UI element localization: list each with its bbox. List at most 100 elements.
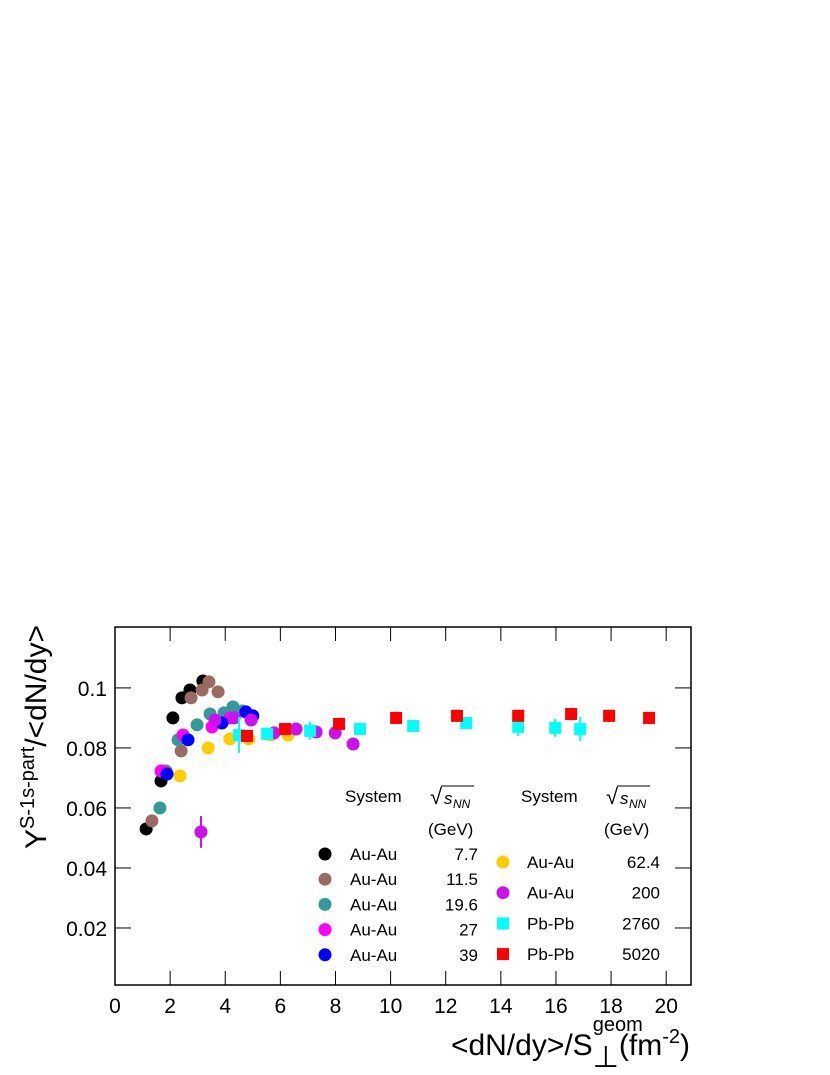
legend-energy: 62.4 [627,853,660,872]
data-point [227,711,241,725]
data-point [153,801,167,815]
data-point [194,825,208,839]
data-point [643,711,656,724]
legend-header-unit: (GeV) [428,820,473,839]
data-point [512,709,525,722]
data-point [241,729,254,742]
x-label-sub: ⊥ [593,1041,619,1074]
x-tick-label: 8 [330,995,342,1018]
legend-name: Au-Au [350,870,397,889]
legend-marker [318,948,332,962]
data-point [407,720,420,733]
legend-name: Au-Au [350,921,397,940]
x-tick-label: 2 [164,995,176,1018]
legend-energy: 7.7 [454,845,478,864]
data-point [279,723,292,736]
x-tick-label: 20 [655,995,678,1018]
data-point [160,767,174,781]
data-point [354,723,367,736]
x-tick-label: 18 [599,995,622,1018]
legend-marker [318,897,332,911]
x-label-unit: (fm [619,1029,662,1062]
y-tick-label: 0.1 [78,678,107,701]
legend-header-nn: NN [629,797,647,811]
legend-name: Pb-Pb [527,945,574,964]
data-point [289,722,303,736]
legend-energy: 27 [459,921,478,940]
x-label-unit-sup: -2 [662,1026,680,1048]
data-point [390,711,403,724]
legend-header-system: System [345,787,402,806]
legend-header-s: s [444,789,453,808]
legend-energy: 200 [632,884,660,903]
y-tick-label: 0.02 [66,918,107,941]
legend-marker [318,847,332,861]
data-point [261,727,274,740]
x-tick-label: 14 [489,995,513,1018]
data-point [211,685,225,699]
data-point [603,709,616,722]
legend-energy: 2760 [622,914,660,933]
data-point [190,718,204,732]
data-point [175,691,189,705]
y-label-rest: /<dN/dy> [20,625,53,747]
y-tick-label: 0.04 [66,858,107,881]
legend-header-sqrt: √ [606,784,619,809]
data-point [574,723,587,736]
data-point [166,711,180,725]
legend-energy: 39 [459,946,478,965]
legend-header-unit: (GeV) [604,820,649,839]
data-point [244,713,258,727]
legend-header-s: s [620,789,629,808]
x-tick-label: 4 [219,995,231,1018]
data-point [181,733,195,747]
legend-header-sqrt: √ [430,784,443,809]
x-tick-label: 12 [434,995,457,1018]
x-tick-label: 0 [109,995,121,1018]
data-point [451,709,464,722]
data-point [174,744,188,758]
x-label-sup: geom [593,1014,643,1036]
data-point [173,769,187,783]
legend-energy: 19.6 [445,895,478,914]
data-point [304,724,317,737]
legend-marker [496,855,510,869]
x-tick-label: 6 [275,995,287,1018]
data-point [208,713,222,727]
x-label-main: <dN/dy>/S [451,1029,593,1062]
legend-marker [497,948,509,961]
y-label-main: Y [20,829,53,849]
data-point [202,675,216,689]
data-point [512,720,525,733]
legend-marker [318,872,332,886]
y-tick-label: 0.06 [66,798,107,821]
plot-frame [114,626,692,986]
legend-marker [496,886,510,900]
legend-header-system: System [521,787,578,806]
legend-name: Au-Au [350,946,397,965]
y-tick-label: 0.08 [66,738,107,761]
legend-name: Au-Au [350,845,397,864]
legend-energy: 11.5 [446,870,478,889]
x-label-close: ) [680,1029,690,1062]
legend-marker [318,923,332,937]
data-point [333,717,346,730]
legend-marker [497,917,509,930]
y-axis-label: YS-1s-part/<dN/dy> [17,625,53,849]
legend-name: Pb-Pb [527,914,574,933]
data-point [565,708,578,721]
data-point [346,737,360,751]
y-label-sup: S-1s-part [17,746,39,829]
x-axis-label: <dN/dy>/Sgeom ⊥(fm-2) [451,1014,690,1074]
x-tick-label: 10 [379,995,402,1018]
data-point [201,741,215,755]
legend-name: Au-Au [527,884,574,903]
data-point [460,717,473,730]
data-point [145,814,159,828]
data-point [184,691,198,705]
data-point [549,721,562,734]
legend-name: Au-Au [527,853,574,872]
legend-name: Au-Au [350,895,397,914]
